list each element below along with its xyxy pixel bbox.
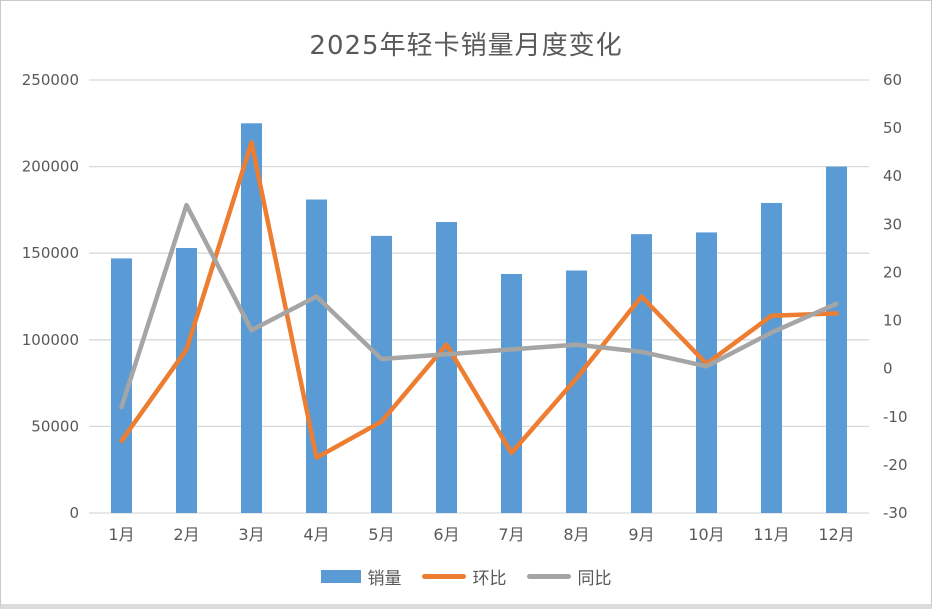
x-axis-tick-label: 12月 <box>818 525 854 544</box>
x-axis-tick-label: 11月 <box>753 525 789 544</box>
bar-销量-11 <box>761 202 782 514</box>
legend-bar-swatch-icon <box>320 570 361 583</box>
left-axis-tick-label: 50000 <box>31 417 79 435</box>
right-axis-tick-label: -30 <box>883 504 908 522</box>
legend: 销量 环比 同比 <box>1 564 931 589</box>
legend-item-3: 同比 <box>526 564 612 589</box>
legend-item-2: 环比 <box>421 564 507 589</box>
right-axis-tick-label: 60 <box>883 71 902 89</box>
left-axis-tick-label: 200000 <box>22 158 79 176</box>
bar-销量-4 <box>306 199 327 513</box>
x-axis-tick-label: 7月 <box>498 525 524 544</box>
legend-line-swatch-icon <box>421 574 466 579</box>
bar-销量-1 <box>111 258 132 513</box>
legend-line-swatch-icon <box>526 574 571 579</box>
legend-label: 销量 <box>367 569 402 589</box>
bar-销量-3 <box>241 123 262 514</box>
bar-销量-2 <box>176 248 197 513</box>
x-axis-tick-label: 10月 <box>688 525 724 544</box>
x-axis-tick-label: 4月 <box>303 525 329 544</box>
bar-销量-9 <box>631 234 652 513</box>
left-axis-tick-label: 150000 <box>22 244 79 262</box>
x-axis-tick-label: 6月 <box>433 525 459 544</box>
right-axis-tick-label: 0 <box>883 360 893 378</box>
left-axis-tick-label: 100000 <box>22 331 79 349</box>
x-axis-tick-label: 1月 <box>108 525 134 544</box>
right-axis-tick-label: 30 <box>883 215 902 233</box>
legend-label: 同比 <box>577 569 612 589</box>
chart-title: 2025年轻卡销量月度变化 <box>309 31 623 61</box>
right-axis-tick-label: 20 <box>883 263 902 281</box>
line-同比 <box>119 202 839 410</box>
x-axis-tick-label: 5月 <box>368 525 394 544</box>
legend-item-1: 销量 <box>320 564 402 589</box>
bar-销量-7 <box>501 273 522 513</box>
line-环比 <box>119 140 839 460</box>
bar-销量-6 <box>436 222 457 514</box>
bar-销量-8 <box>566 270 587 513</box>
left-axis-tick-label: 0 <box>69 504 79 522</box>
x-axis-tick-label: 2月 <box>173 525 199 544</box>
left-axis-tick-label: 250000 <box>22 71 79 89</box>
bar-销量-10 <box>696 232 717 513</box>
x-axis-tick-label: 3月 <box>238 525 264 544</box>
x-axis-tick-label: 9月 <box>628 525 654 544</box>
x-axis-tick-label: 8月 <box>563 525 589 544</box>
right-axis-tick-label: 40 <box>883 167 902 185</box>
legend-label: 环比 <box>472 569 507 589</box>
right-axis-tick-label: 50 <box>883 119 902 137</box>
right-axis-tick-label: -20 <box>883 456 908 474</box>
right-axis-tick-label: 10 <box>883 312 902 330</box>
right-axis-tick-label: -10 <box>883 408 908 426</box>
bar-销量-5 <box>371 235 392 513</box>
bar-销量-12 <box>826 166 847 513</box>
